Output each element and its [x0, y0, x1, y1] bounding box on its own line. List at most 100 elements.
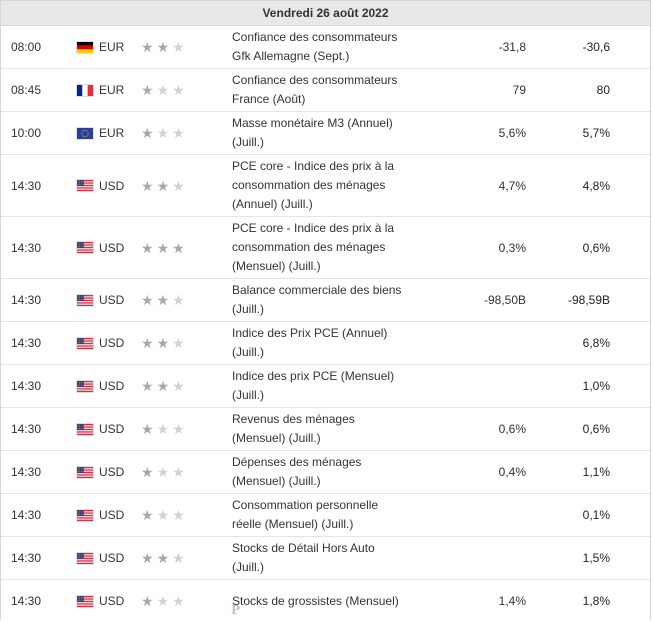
event-name-line: France (Août): [232, 92, 306, 106]
importance-star-icon: ★: [156, 125, 170, 141]
event-name-line: consommation des ménages: [232, 240, 386, 254]
event-row[interactable]: 08:00 EUR ★ ★ ★ Confiance des consommateurs Gf…: [1, 26, 650, 69]
currency-code: USD: [99, 465, 125, 479]
event-list: 08:00 EUR ★ ★ ★ Confiance des consommateurs Gf…: [1, 26, 650, 620]
event-row[interactable]: 14:30 USD ★ ★ ★ Balance commerciale des biens…: [1, 279, 650, 322]
event-time: 14:30: [11, 240, 42, 255]
actual-value: 1,4%: [498, 594, 526, 608]
importance-star-icon: ★: [156, 39, 170, 55]
event-name[interactable]: Masse monétaire M3 (Annuel) (Juill.): [232, 112, 482, 154]
forecast-value: 5,7%: [582, 126, 610, 140]
actual-value: 0,6%: [498, 422, 526, 436]
importance-rating: ★ ★ ★: [141, 69, 185, 111]
event-row[interactable]: 14:30 USD ★ ★ ★ Revenus des ménages (Mensuel) …: [1, 408, 650, 451]
event-name-line: PCE core - Indice des prix à la: [232, 221, 395, 235]
importance-star-icon: ★: [172, 239, 185, 256]
event-time: 14:30: [11, 594, 42, 608]
currency-code: EUR: [99, 126, 125, 140]
event-row[interactable]: 14:30 USD ★ ★ ★ Consommation personnelle réell…: [1, 494, 650, 537]
importance-star-icon: ★: [172, 464, 185, 480]
importance-star-icon: ★: [141, 507, 154, 523]
event-time: 14:30: [11, 178, 42, 193]
event-row[interactable]: 14:30 USD ★ ★ ★ Indice des Prix PCE (Annuel)(…: [1, 322, 650, 365]
importance-rating: ★ ★ ★: [141, 112, 185, 154]
event-name[interactable]: Stocks de grossistes (Mensuel): [232, 580, 482, 620]
event-name-line: (Juill.): [232, 560, 264, 574]
event-name-line: (Juill.): [232, 135, 264, 149]
event-row[interactable]: 10:00 EUR ★ ★ ★ Masse monétaire M3 (Annuel) (J…: [1, 112, 650, 155]
importance-star-icon: ★: [172, 39, 185, 55]
importance-star-icon: ★: [141, 239, 154, 256]
importance-rating: ★ ★ ★: [141, 580, 185, 620]
event-name[interactable]: Stocks de Détail Hors Auto (Juill.): [232, 537, 482, 579]
event-name-line: Indice des prix PCE (Mensuel): [232, 369, 395, 383]
event-row[interactable]: 14:30 USD ★ ★ ★ Stocks de grossistes (Mensuel…: [1, 580, 650, 620]
event-row[interactable]: 08:45 EUR ★ ★ ★ Confiance des consommateurs Fr…: [1, 69, 650, 112]
event-time: 14:30: [11, 422, 42, 436]
event-name[interactable]: PCE core - Indice des prix à la consommat…: [232, 217, 482, 278]
event-row[interactable]: 14:30 USD ★ ★ ★ Indice des prix PCE (Mensuel)…: [1, 365, 650, 408]
event-name[interactable]: PCE core - Indice des prix à la consommat…: [232, 155, 482, 216]
importance-star-icon: ★: [172, 421, 185, 437]
currency-code: USD: [99, 551, 125, 565]
forecast-value: 0,1%: [582, 508, 610, 522]
event-name-line: Stocks de Détail Hors Auto: [232, 541, 375, 555]
event-time: 08:45: [11, 83, 42, 97]
event-time: 08:00: [11, 40, 42, 54]
forecast-value: 1,1%: [582, 465, 610, 479]
event-name-line: (Juill.): [232, 388, 264, 402]
importance-star-icon: ★: [156, 378, 170, 394]
event-name[interactable]: Revenus des ménages (Mensuel) (Juill.): [232, 408, 482, 450]
event-time: 14:30: [11, 336, 42, 350]
forecast-value: 6,8%: [582, 336, 610, 350]
event-name-line: Indice des Prix PCE (Annuel): [232, 326, 388, 340]
importance-star-icon: ★: [141, 421, 154, 437]
importance-star-icon: ★: [156, 82, 170, 98]
event-name-line: (Juill.): [232, 302, 264, 316]
event-name-line: Balance commerciale des biens: [232, 283, 402, 297]
currency-code: EUR: [99, 40, 125, 54]
importance-rating: ★ ★ ★: [141, 279, 185, 321]
watermark-glyph: P: [231, 603, 241, 617]
importance-star-icon: ★: [141, 125, 154, 141]
event-row[interactable]: 14:30 USD ★ ★ ★ PCE core - Indice des prix à …: [1, 155, 650, 217]
importance-rating: ★ ★ ★: [141, 365, 185, 407]
importance-star-icon: ★: [141, 292, 154, 308]
actual-value: 0,4%: [498, 465, 526, 479]
event-name[interactable]: Confiance des consommateurs Gfk Allemagne…: [232, 26, 482, 68]
event-name[interactable]: Indice des prix PCE (Mensuel) (Juill.): [232, 365, 482, 407]
forecast-value: 1,5%: [582, 551, 610, 565]
event-name-line: Confiance des consommateurs: [232, 73, 398, 87]
event-row[interactable]: 14:30 USD ★ ★ ★ Stocks de Détail Hors Auto (Ju…: [1, 537, 650, 580]
importance-rating: ★ ★ ★: [141, 155, 185, 216]
importance-star-icon: ★: [172, 82, 185, 98]
event-name[interactable]: Indice des Prix PCE (Annuel) (Juill.): [232, 322, 482, 364]
event-name[interactable]: Balance commerciale des biens (Juill.): [232, 279, 482, 321]
currency-code: USD: [99, 594, 125, 608]
importance-star-icon: ★: [172, 550, 185, 566]
importance-star-icon: ★: [156, 335, 170, 351]
event-name[interactable]: Consommation personnelle réelle (Mensuel)…: [232, 494, 482, 536]
actual-value: 79: [512, 83, 526, 97]
forecast-value: -98,59B: [567, 293, 610, 307]
importance-rating: ★ ★ ★: [141, 322, 185, 364]
event-row[interactable]: 14:30 USD ★ ★ ★ PCE core - Indice des prix à …: [1, 217, 650, 279]
event-name[interactable]: Confiance des consommateurs France (Août): [232, 69, 482, 111]
event-name-line: Stocks de grossistes (Mensuel): [232, 593, 399, 608]
forecast-value: 80: [596, 83, 610, 97]
usa-flag-icon: [77, 365, 93, 407]
importance-star-icon: ★: [156, 421, 170, 437]
usa-flag-icon: [77, 580, 93, 620]
event-name[interactable]: Dépenses des ménages (Mensuel) (Juill.): [232, 451, 482, 493]
event-row[interactable]: 14:30 USD ★ ★ ★ Dépenses des ménages (Mensuel)…: [1, 451, 650, 494]
forecast-value: 1,0%: [582, 379, 610, 393]
event-time: 10:00: [11, 126, 42, 140]
importance-rating: ★ ★ ★: [141, 494, 185, 536]
usa-flag-icon: [77, 322, 93, 364]
importance-star-icon: ★: [172, 125, 185, 141]
importance-star-icon: ★: [172, 378, 185, 394]
france-flag-icon: [77, 69, 93, 111]
event-name-line: PCE core - Indice des prix à la: [232, 159, 395, 173]
usa-flag-icon: [77, 155, 93, 216]
currency-code: USD: [99, 240, 125, 255]
